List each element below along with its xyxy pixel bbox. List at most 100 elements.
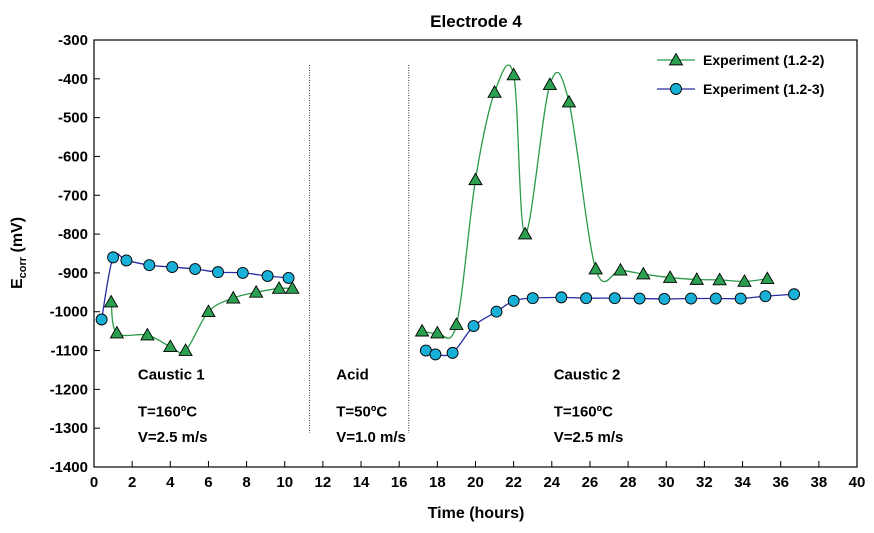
data-point [430, 325, 445, 339]
annotation-text: V=1.0 m/s [336, 429, 406, 446]
data-point [689, 272, 705, 285]
y-tick-label: -300 [58, 32, 88, 49]
data-point [429, 348, 442, 361]
x-axis-label: Time (hours) [428, 505, 525, 522]
data-point [588, 261, 603, 275]
data-point [633, 292, 646, 305]
x-tick-label: 40 [849, 474, 866, 491]
data-point [734, 292, 747, 305]
data-point [468, 172, 483, 186]
data-point [189, 263, 202, 275]
y-tick-label: -1400 [50, 459, 88, 476]
data-point [163, 339, 178, 352]
data-point [580, 292, 593, 305]
data-point [759, 290, 772, 303]
series-line [110, 287, 293, 354]
data-point [555, 291, 568, 304]
y-tick-label: -1100 [50, 343, 88, 360]
data-point [608, 292, 621, 305]
data-point [662, 270, 678, 283]
x-tick-label: 22 [505, 474, 522, 491]
data-point [636, 266, 651, 280]
data-point [212, 266, 224, 279]
data-point [271, 281, 287, 294]
legend-label: Experiment (1.2-3) [703, 81, 824, 97]
data-point [140, 327, 155, 341]
x-tick-label: 34 [734, 474, 751, 491]
x-tick-label: 38 [811, 474, 828, 491]
data-point [449, 317, 464, 330]
data-point [561, 94, 577, 108]
data-point [658, 292, 671, 305]
data-point [542, 77, 558, 90]
data-point [120, 254, 133, 267]
x-tick-label: 12 [315, 474, 332, 491]
data-point [261, 270, 274, 282]
x-tick-label: 6 [204, 474, 212, 491]
series-layer [95, 64, 801, 361]
data-point [414, 323, 430, 337]
annotation-text: Caustic 2 [554, 367, 621, 384]
data-point [446, 346, 459, 359]
data-point [712, 272, 727, 286]
annotation-text: Acid [336, 367, 369, 384]
data-point [166, 261, 179, 274]
data-point [685, 292, 697, 305]
data-point [517, 226, 533, 240]
data-point [225, 290, 241, 304]
data-point [285, 281, 300, 294]
y-axis-ticks: -300 -400 -500 -600 -700 -800 -900 -1000 -1100 -1… [50, 32, 100, 476]
data-point [487, 84, 502, 98]
annotation-text: T=50ºC [336, 404, 387, 421]
x-tick-label: 36 [772, 474, 789, 491]
y-axis-label-main: E [9, 278, 26, 289]
data-point [109, 325, 125, 339]
x-tick-label: 16 [391, 474, 408, 491]
x-tick-label: 20 [467, 474, 484, 491]
x-tick-label: 26 [582, 474, 599, 491]
data-point [467, 320, 480, 333]
legend-marker [668, 52, 684, 66]
data-point [107, 251, 120, 264]
data-point [709, 292, 722, 305]
data-point [737, 274, 752, 287]
y-axis-label-unit: (mV) [9, 217, 26, 257]
legend-marker [670, 83, 682, 95]
x-tick-label: 18 [429, 474, 446, 491]
annotation-text: V=2.5 m/s [138, 429, 208, 446]
data-point [143, 259, 156, 272]
x-tick-label: 10 [276, 474, 293, 491]
x-tick-label: 32 [696, 474, 713, 491]
data-point [507, 294, 520, 307]
plot-frame [93, 39, 858, 468]
series-1 [103, 64, 775, 356]
data-point [95, 313, 108, 326]
y-axis-label-sub: corr [17, 256, 29, 278]
chart-title: Electrode 4 [430, 12, 522, 31]
data-point [178, 343, 193, 356]
legend-label: Experiment (1.2-2) [703, 52, 824, 68]
data-point [760, 271, 775, 285]
x-tick-label: 14 [353, 474, 370, 491]
data-point [201, 304, 216, 318]
x-tick-label: 30 [658, 474, 675, 491]
legend: Experiment (1.2-2) Experiment (1.2-3) [657, 52, 824, 97]
x-axis-ticks: 0 2 4 6 8 10 12 14 16 18 20 22 24 26 28 30 32 34 36 38 40 [90, 461, 866, 491]
y-tick-label: -600 [58, 148, 88, 165]
data-point [526, 292, 539, 305]
annotation-text: V=2.5 m/s [554, 429, 624, 446]
y-tick-label: -500 [58, 110, 88, 127]
y-tick-label: -400 [58, 71, 88, 88]
x-tick-label: 28 [620, 474, 637, 491]
annotation-text: T=160ºC [554, 404, 613, 421]
y-tick-label: -1300 [50, 420, 88, 437]
data-point [613, 262, 628, 276]
data-point [506, 67, 521, 81]
x-tick-label: 8 [242, 474, 250, 491]
x-tick-label: 2 [128, 474, 136, 491]
data-point [282, 272, 295, 284]
y-tick-label: -700 [58, 187, 88, 204]
y-tick-label: -900 [58, 265, 88, 282]
